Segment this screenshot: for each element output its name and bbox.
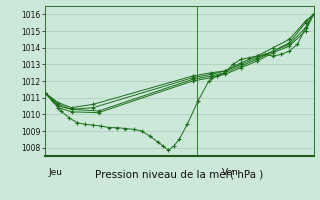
Text: Jeu: Jeu — [49, 168, 62, 177]
X-axis label: Pression niveau de la mer( hPa ): Pression niveau de la mer( hPa ) — [95, 170, 263, 180]
Text: Ven: Ven — [222, 168, 239, 177]
